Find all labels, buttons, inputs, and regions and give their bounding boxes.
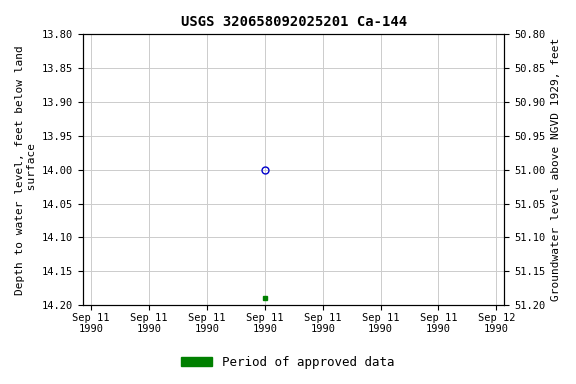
Title: USGS 320658092025201 Ca-144: USGS 320658092025201 Ca-144 [181, 15, 407, 29]
Legend: Period of approved data: Period of approved data [176, 351, 400, 374]
Y-axis label: Groundwater level above NGVD 1929, feet: Groundwater level above NGVD 1929, feet [551, 38, 561, 301]
Y-axis label: Depth to water level, feet below land
 surface: Depth to water level, feet below land su… [15, 45, 37, 295]
